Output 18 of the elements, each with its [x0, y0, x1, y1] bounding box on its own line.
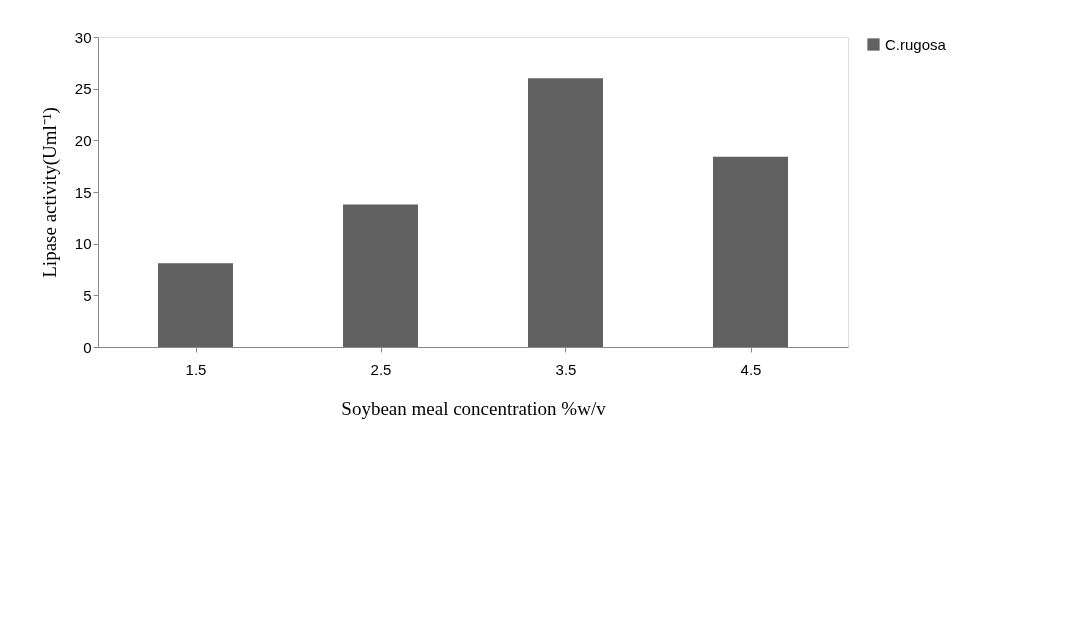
y-tick-label: 25: [74, 80, 92, 98]
y-tick-label: 5: [83, 286, 92, 304]
y-tick-label: 30: [74, 28, 92, 46]
legend-label: C.rugosa: [885, 35, 947, 53]
bar: [713, 156, 788, 347]
y-tick-label: 0: [83, 338, 92, 356]
y-tick-label: 15: [74, 183, 92, 201]
x-tick-label: 1.5: [185, 360, 207, 378]
bar: [528, 78, 603, 347]
y-tick-label: 10: [74, 235, 92, 253]
x-tick-label: 2.5: [370, 360, 392, 378]
bar: [343, 204, 418, 347]
x-tick-label: 3.5: [555, 360, 577, 378]
x-tick-label: 4.5: [740, 360, 762, 378]
y-tick-label: 20: [74, 131, 92, 149]
y-axis-title: Lipase activity(Uml⁻¹): [38, 107, 61, 278]
bar: [158, 263, 233, 347]
x-axis-title: Soybean meal concentration %w/v: [341, 397, 607, 419]
